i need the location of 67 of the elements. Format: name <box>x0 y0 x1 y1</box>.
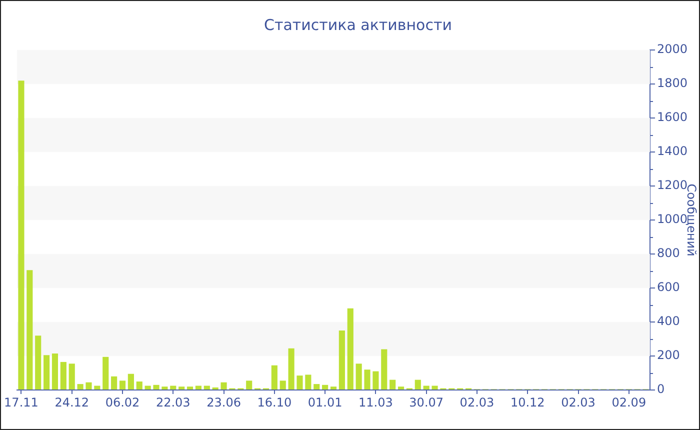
x-tick-label: 16.10 <box>257 395 292 410</box>
bar <box>77 384 84 390</box>
x-tick-label: 23.06 <box>206 395 241 410</box>
bar <box>423 386 430 390</box>
bar <box>364 370 370 390</box>
bar <box>102 356 109 390</box>
bar <box>136 382 142 390</box>
bar <box>280 380 286 390</box>
bar <box>35 336 42 390</box>
bar <box>60 362 66 390</box>
x-tick-label: 10.12 <box>510 395 545 410</box>
y-tick-label: 600 <box>657 280 680 294</box>
bar <box>381 349 388 390</box>
bar <box>178 386 185 390</box>
bar <box>220 382 227 390</box>
x-tick-label: 02.03 <box>460 395 494 410</box>
bar <box>52 353 58 390</box>
bar <box>86 382 92 390</box>
y-tick-label: 800 <box>657 246 680 260</box>
bar <box>153 384 160 390</box>
x-tick-label: 22.03 <box>156 395 190 410</box>
bar <box>68 364 75 390</box>
bar <box>296 376 303 390</box>
bar <box>314 384 320 390</box>
x-tick-label: 02.09 <box>612 395 646 410</box>
bar <box>26 270 33 390</box>
y-tick-label: 1800 <box>657 76 688 90</box>
bar <box>170 386 176 390</box>
y-tick-label: 200 <box>657 348 680 362</box>
x-tick-label: 11.03 <box>358 395 393 410</box>
y-tick-label: 0 <box>657 382 665 396</box>
y-tick-label: 1400 <box>657 144 688 158</box>
bar <box>322 384 328 390</box>
bar <box>390 380 396 390</box>
bar <box>414 380 421 390</box>
x-tick-label: 30.07 <box>409 395 444 410</box>
bar <box>119 380 126 390</box>
x-tick-label: 17.11 <box>4 395 38 410</box>
bar <box>288 348 294 390</box>
bar <box>204 386 210 390</box>
x-tick-label: 24.12 <box>54 395 90 410</box>
bar <box>195 386 202 390</box>
y-tick-label: 2000 <box>657 42 688 56</box>
bar <box>94 386 100 390</box>
bar <box>144 386 151 390</box>
bar <box>162 386 168 390</box>
bar <box>128 374 134 390</box>
bar <box>338 330 345 390</box>
bar <box>347 308 354 390</box>
chart-title: Статистика активности <box>264 16 452 34</box>
bar <box>372 371 379 390</box>
bar <box>356 364 362 390</box>
bar <box>44 355 50 390</box>
bar <box>18 80 24 390</box>
x-tick-label: 02.03 <box>561 395 596 410</box>
y-tick-label: 1600 <box>657 110 688 124</box>
bar <box>305 374 312 390</box>
x-tick-label: 06.02 <box>105 395 140 410</box>
bar <box>432 386 438 390</box>
bar <box>330 386 337 390</box>
bar <box>271 365 278 390</box>
x-tick-label: 01.01 <box>308 395 342 410</box>
bar <box>186 386 194 390</box>
bar <box>246 380 252 390</box>
bar <box>398 386 404 390</box>
bar <box>111 376 118 390</box>
y-tick-label: 400 <box>657 314 680 328</box>
